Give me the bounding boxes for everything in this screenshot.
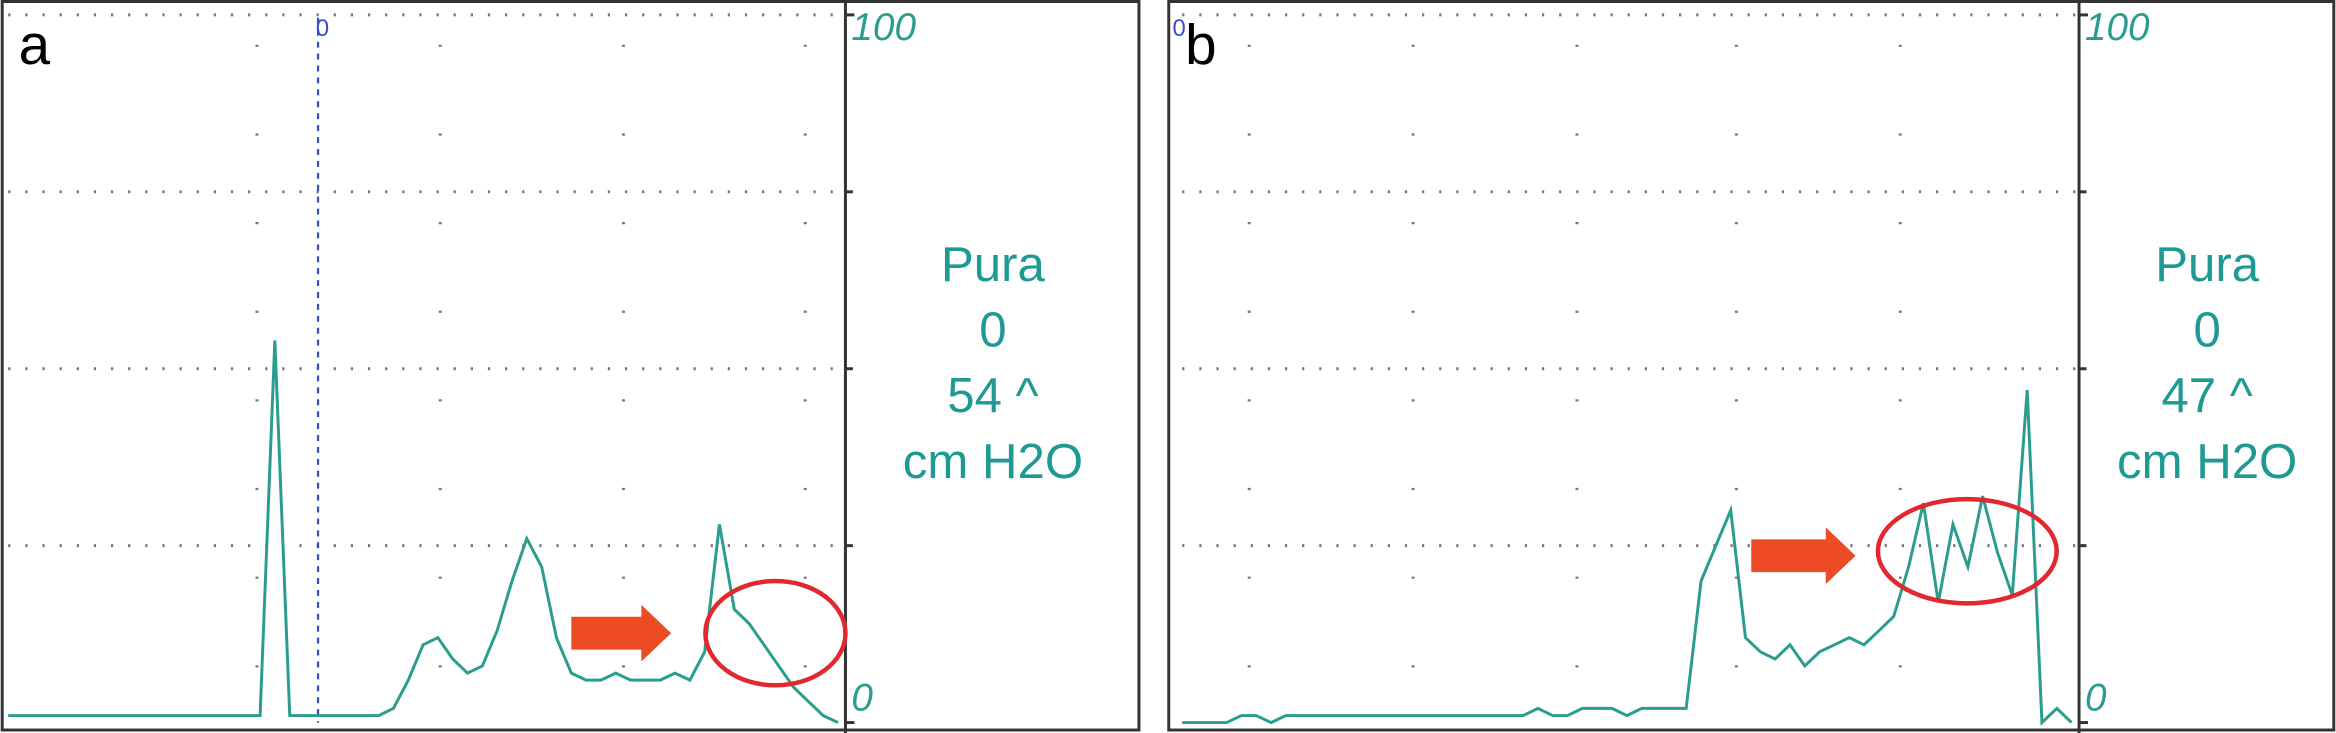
y-tick-label: 100 bbox=[851, 6, 916, 49]
annotation: Pura bbox=[941, 237, 1045, 292]
arrow bbox=[571, 604, 672, 662]
annotation: 0 bbox=[2193, 303, 2220, 358]
panel-label: a bbox=[19, 13, 51, 76]
trace bbox=[1182, 389, 2073, 726]
arrow bbox=[1751, 527, 1856, 585]
y-tick-label: 100 bbox=[2085, 6, 2150, 49]
annotation: 0 bbox=[979, 303, 1006, 358]
annotation: Pura bbox=[2155, 237, 2259, 292]
trace bbox=[8, 340, 839, 724]
annotation: cm H2O bbox=[903, 434, 1083, 489]
highlight-ellipse bbox=[1875, 496, 2059, 606]
annotation: 54 ^ bbox=[947, 368, 1038, 423]
panel-frame bbox=[0, 0, 1141, 732]
marker-label: 0 bbox=[1173, 15, 1186, 42]
y-tick-label: 0 bbox=[2085, 676, 2107, 719]
panel-label: b bbox=[1185, 13, 1216, 76]
annotation: cm H2O bbox=[2117, 434, 2297, 489]
marker-label: 0 bbox=[316, 15, 329, 42]
y-tick-label: 0 bbox=[851, 676, 873, 719]
annotation: 47 ^ bbox=[2161, 368, 2252, 423]
panel-frame bbox=[1167, 0, 2336, 732]
highlight-ellipse bbox=[703, 578, 848, 688]
